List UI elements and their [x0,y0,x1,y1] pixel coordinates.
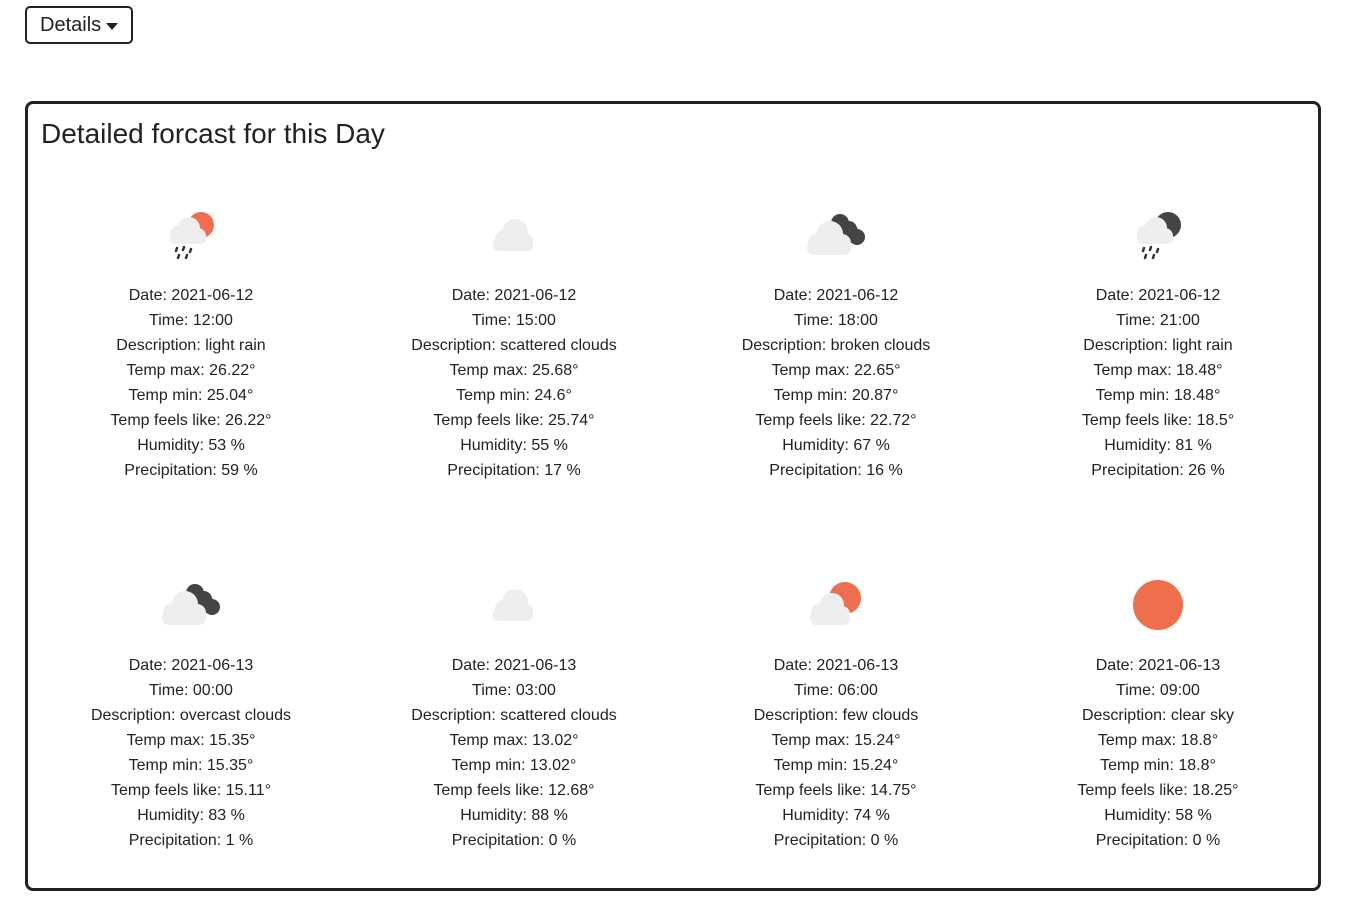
precipitation-line: Precipitation: 26 % [1091,462,1225,479]
caret-down-icon [106,22,119,30]
forecast-card: Date: 2021-06-12 Time: 18:00 Description… [686,201,986,483]
rain-day-icon [151,201,231,265]
forecast-card: Date: 2021-06-12 Time: 21:00 Description… [1008,201,1308,483]
rain-night-icon [1118,201,1198,265]
detailed-forecast-panel: Detailed forcast for this Day Date: 2021… [25,101,1321,891]
humidity-line: Humidity: 88 % [460,807,568,824]
precipitation-line: Precipitation: 59 % [124,462,258,479]
time-line: Time: 15:00 [472,312,556,329]
date-line: Date: 2021-06-13 [773,657,899,674]
humidity-line: Humidity: 58 % [1104,807,1212,824]
temp-max-line: Temp max: 18.48° [1093,362,1223,379]
date-line: Date: 2021-06-12 [128,287,254,304]
feels-like-line: Temp feels like: 22.72° [755,412,917,429]
description-line: Description: broken clouds [741,337,931,354]
precipitation-line: Precipitation: 0 % [773,832,899,849]
temp-min-line: Temp min: 20.87° [773,387,899,404]
temp-min-line: Temp min: 15.24° [773,757,899,774]
precipitation-line: Precipitation: 16 % [769,462,903,479]
time-line: Time: 18:00 [794,312,878,329]
forecast-card: Date: 2021-06-13 Time: 00:00 Description… [41,571,341,853]
time-line: Time: 03:00 [472,682,556,699]
broken-clouds-icon [796,201,876,265]
precipitation-line: Precipitation: 0 % [451,832,577,849]
description-line: Description: light rain [1083,337,1233,354]
feels-like-line: Temp feels like: 18.25° [1077,782,1239,799]
feels-like-line: Temp feels like: 25.74° [433,412,595,429]
feels-like-line: Temp feels like: 26.22° [110,412,272,429]
precipitation-line: Precipitation: 0 % [1095,832,1221,849]
temp-max-line: Temp max: 15.24° [771,732,901,749]
description-line: Description: few clouds [753,707,919,724]
date-line: Date: 2021-06-12 [773,287,899,304]
description-line: Description: scattered clouds [411,337,617,354]
date-line: Date: 2021-06-13 [451,657,577,674]
description-line: Description: light rain [116,337,266,354]
description-line: Description: clear sky [1081,707,1235,724]
feels-like-line: Temp feels like: 12.68° [433,782,595,799]
date-line: Date: 2021-06-12 [1095,287,1221,304]
panel-title: Detailed forcast for this Day [41,118,385,149]
time-line: Time: 06:00 [794,682,878,699]
temp-min-line: Temp min: 15.35° [128,757,254,774]
humidity-line: Humidity: 74 % [782,807,890,824]
temp-min-line: Temp min: 24.6° [456,387,572,404]
temp-min-line: Temp min: 18.48° [1095,387,1221,404]
forecast-card: Date: 2021-06-12 Time: 12:00 Description… [41,201,341,483]
date-line: Date: 2021-06-12 [451,287,577,304]
details-dropdown-button[interactable]: Details [25,6,133,44]
clear-sky-icon [1118,571,1198,635]
description-line: Description: scattered clouds [411,707,617,724]
scattered-clouds-icon [474,201,554,265]
feels-like-line: Temp feels like: 15.11° [111,782,271,799]
humidity-line: Humidity: 53 % [137,437,245,454]
temp-max-line: Temp max: 15.35° [126,732,256,749]
temp-max-line: Temp max: 13.02° [449,732,579,749]
humidity-line: Humidity: 81 % [1104,437,1212,454]
feels-like-line: Temp feels like: 14.75° [755,782,917,799]
forecast-card: Date: 2021-06-12 Time: 15:00 Description… [364,201,664,483]
details-label: Details [40,13,102,36]
scattered-clouds-icon [474,571,554,635]
date-line: Date: 2021-06-13 [128,657,254,674]
humidity-line: Humidity: 83 % [137,807,245,824]
humidity-line: Humidity: 55 % [460,437,568,454]
humidity-line: Humidity: 67 % [782,437,890,454]
temp-max-line: Temp max: 25.68° [449,362,579,379]
time-line: Time: 09:00 [1116,682,1200,699]
temp-min-line: Temp min: 18.8° [1100,757,1216,774]
temp-min-line: Temp min: 13.02° [451,757,577,774]
temp-max-line: Temp max: 22.65° [771,362,901,379]
time-line: Time: 00:00 [149,682,233,699]
time-line: Time: 21:00 [1116,312,1200,329]
time-line: Time: 12:00 [149,312,233,329]
description-line: Description: overcast clouds [90,707,292,724]
temp-max-line: Temp max: 18.8° [1097,732,1219,749]
temp-min-line: Temp min: 25.04° [128,387,254,404]
precipitation-line: Precipitation: 1 % [128,832,254,849]
forecast-card: Date: 2021-06-13 Time: 09:00 Description… [1008,571,1308,853]
few-clouds-day-icon [796,571,876,635]
forecast-card: Date: 2021-06-13 Time: 03:00 Description… [364,571,664,853]
date-line: Date: 2021-06-13 [1095,657,1221,674]
forecast-card: Date: 2021-06-13 Time: 06:00 Description… [686,571,986,853]
overcast-clouds-night-icon [151,571,231,635]
feels-like-line: Temp feels like: 18.5° [1081,412,1235,429]
temp-max-line: Temp max: 26.22° [126,362,256,379]
precipitation-line: Precipitation: 17 % [447,462,581,479]
